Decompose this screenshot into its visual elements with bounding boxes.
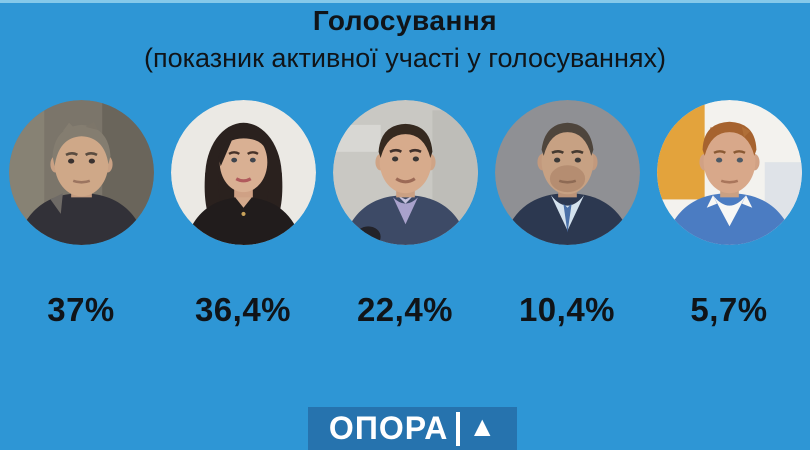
candidate-photo-3 <box>332 100 478 245</box>
opora-logo-text: ОПОРА <box>328 409 449 446</box>
candidate-photo-5 <box>656 100 802 245</box>
candidate-photo-4 <box>494 100 640 245</box>
candidate-avatar-1-image <box>8 100 154 245</box>
percentage-label-2: 36,4% <box>194 291 292 328</box>
infographic-subtitle: (показник активної участі у голосуваннях… <box>144 43 666 73</box>
candidate-avatar-5-image <box>656 100 802 245</box>
candidate-column-1: 37% <box>0 100 162 329</box>
infographic-title: Голосування <box>312 5 498 36</box>
top-edge-line <box>0 0 810 3</box>
candidate-photo-1 <box>8 100 154 245</box>
opora-logo: ОПОРА ▲ <box>308 407 517 450</box>
candidate-avatar-3-image <box>332 100 478 245</box>
logo-divider <box>456 411 461 446</box>
logo-triangle-icon: ▲ <box>468 410 497 442</box>
candidate-column-4: 10,4% <box>486 100 648 329</box>
percentage-label-5: 5,7% <box>690 291 768 328</box>
candidates-row: 37% <box>0 100 810 329</box>
candidate-avatar-2-image <box>170 100 316 245</box>
candidate-photo-2 <box>170 100 316 245</box>
candidate-column-3: 22,4% <box>324 100 486 329</box>
candidate-column-5: 5,7% <box>648 100 810 329</box>
candidate-column-2: 36,4% <box>162 100 324 329</box>
percentage-label-4: 10,4% <box>518 291 616 328</box>
candidate-avatar-4-image <box>494 100 640 245</box>
percentage-label-1: 37% <box>47 291 115 328</box>
percentage-label-3: 22,4% <box>356 291 454 328</box>
